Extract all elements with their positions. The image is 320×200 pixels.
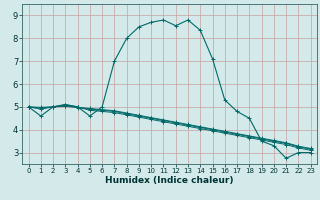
- X-axis label: Humidex (Indice chaleur): Humidex (Indice chaleur): [105, 176, 234, 185]
